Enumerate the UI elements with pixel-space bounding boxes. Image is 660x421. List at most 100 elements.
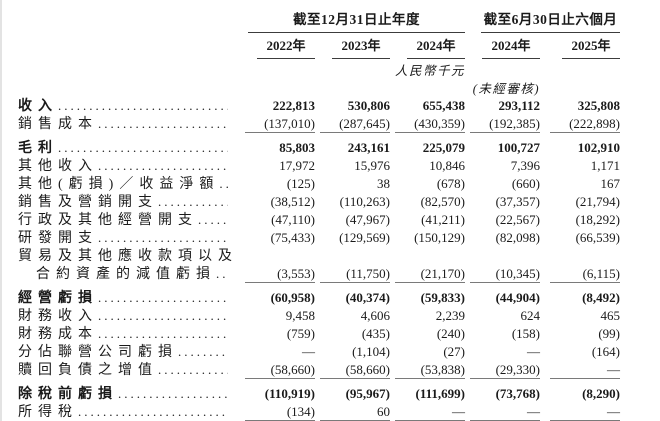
cell-value: 7,396 [465, 157, 540, 175]
row-label: 分佔聯營公司虧損 [18, 345, 178, 360]
row-label-cell: 合約資產的減值虧損...............................… [18, 265, 230, 283]
cell-value: (11,750) [315, 265, 390, 283]
value: (3,553) [245, 265, 315, 283]
value: (73,768) [495, 386, 541, 401]
row-label: 除稅前虧損 [18, 387, 118, 402]
row-label-cell: 財務成本....................................… [18, 325, 230, 343]
year-header-row: 2022年 2023年 2024年 2024年 2025年 [18, 33, 621, 59]
cell-value: (240) [390, 325, 465, 343]
row-label: 行政及其他經營開支 [18, 213, 198, 228]
row-label: 銷售成本 [18, 117, 98, 132]
table-row: 行政及其他經營開支...............................… [18, 211, 620, 229]
value: (110,263) [339, 194, 390, 209]
table-row: 分佔聯營公司虧損................................… [18, 343, 620, 361]
cell-value: (110,919) [230, 379, 315, 403]
value: (759) [286, 326, 315, 341]
row-label: 毛利 [18, 141, 58, 156]
cell-value: 38 [315, 175, 390, 193]
value: (6,115) [550, 265, 621, 283]
table-row: 研發開支....................................… [18, 229, 620, 247]
cell-value: (660) [465, 175, 540, 193]
value: (58,660) [320, 361, 390, 379]
cell-value: (164) [540, 343, 620, 361]
value: — [550, 361, 621, 379]
cell-value: 4,606 [315, 307, 390, 325]
cell-value: (37,357) [465, 193, 540, 211]
row-label-cell: 銷售成本....................................… [18, 115, 230, 133]
cell-value: (287,645) [315, 115, 390, 133]
cell-value: (125) [230, 175, 315, 193]
cell-value: 2,239 [390, 307, 465, 325]
cell-value: 85,803 [230, 133, 315, 157]
leader-dots: ........................................… [58, 98, 228, 113]
value: 225,079 [422, 140, 466, 155]
value: (111,699) [415, 386, 466, 401]
row-label: 合約資產的減值虧損 [36, 267, 216, 282]
empty-cell [540, 79, 620, 97]
cell-value: — [390, 403, 466, 421]
cell-value: 530,806 [315, 97, 390, 115]
value: 102,910 [577, 140, 621, 155]
value: (58,660) [245, 361, 315, 379]
leader-dots: ........................................… [118, 386, 228, 401]
cell-value: — [540, 403, 621, 421]
value: 15,976 [354, 158, 390, 173]
cell-value: (73,768) [465, 379, 540, 403]
row-label-cell: 行政及其他經營開支...............................… [18, 211, 230, 229]
year-header-2024-interim: 2024年 [482, 38, 541, 59]
year-header-cell: 2024年 [465, 33, 541, 59]
cell-value: (158) [465, 325, 540, 343]
cell-value: (222,898) [540, 115, 621, 133]
table-row: 其他收入....................................… [18, 157, 620, 175]
value: 60 [320, 403, 390, 421]
row-label: 研發開支 [18, 231, 98, 246]
year-header-cell: 2023年 [315, 33, 390, 59]
value: (8,290) [582, 386, 621, 401]
cell-value: (8,290) [540, 379, 620, 403]
value: 10,846 [429, 158, 466, 173]
value: (37,357) [495, 194, 541, 209]
leader-dots: ........................................… [158, 362, 228, 377]
value: (150,129) [414, 230, 466, 245]
cell-value: (137,010) [230, 115, 315, 133]
row-label: 貿易及其他應收款項以及 [18, 249, 238, 264]
leader-dots: ........................................… [98, 290, 228, 305]
cell-value: 465 [540, 307, 621, 325]
cell-value: (21,794) [540, 193, 620, 211]
row-label-cell: 贖回負債之增值.................................… [18, 361, 230, 379]
cell-value: 293,112 [465, 97, 540, 115]
value: — [527, 344, 541, 359]
value: (44,904) [495, 290, 541, 305]
label-column-spacer [18, 33, 230, 59]
leader-dots: ........................................… [98, 158, 228, 173]
cell-value: 225,079 [390, 133, 465, 157]
cell-value: (99) [540, 325, 620, 343]
cell-value: (44,904) [465, 283, 540, 307]
table-row: 除稅前虧損...................................… [18, 379, 620, 403]
cell-value: 10,846 [390, 157, 465, 175]
value: (95,967) [345, 386, 390, 401]
cell-value: — [465, 403, 541, 421]
leader-dots: ........................................… [216, 266, 228, 281]
column-group-annual: 截至12月31日止年度 [248, 12, 466, 33]
cell-value: (60,958) [230, 283, 315, 307]
row-label-cell: 財務收入....................................… [18, 307, 230, 325]
row-label-cell: 分佔聯營公司虧損................................… [18, 343, 230, 361]
cell-value: (66,539) [540, 229, 620, 247]
table-row: 財務收入....................................… [18, 307, 620, 325]
value: 655,438 [422, 98, 466, 113]
value: (164) [591, 344, 621, 359]
financial-table: 截至12月31日止年度 截至6月30日止六個月 2022年 2023年 2024… [18, 10, 621, 421]
row-label: 經營虧損 [18, 291, 98, 306]
value: (59,833) [420, 290, 466, 305]
cell-value: (6,115) [540, 265, 621, 283]
value: (38,512) [270, 194, 315, 209]
leader-dots: ........................................… [98, 326, 228, 341]
leader-dots: ........................................… [58, 140, 228, 155]
cell-value: 9,458 [230, 307, 315, 325]
cell-value: 167 [540, 175, 621, 193]
year-header-2022: 2022年 [257, 38, 315, 59]
row-label-cell: 所得稅.....................................… [18, 403, 230, 421]
row-label-cell: 貿易及其他應收款項以及 [18, 247, 232, 265]
cell-value: — [540, 361, 621, 379]
